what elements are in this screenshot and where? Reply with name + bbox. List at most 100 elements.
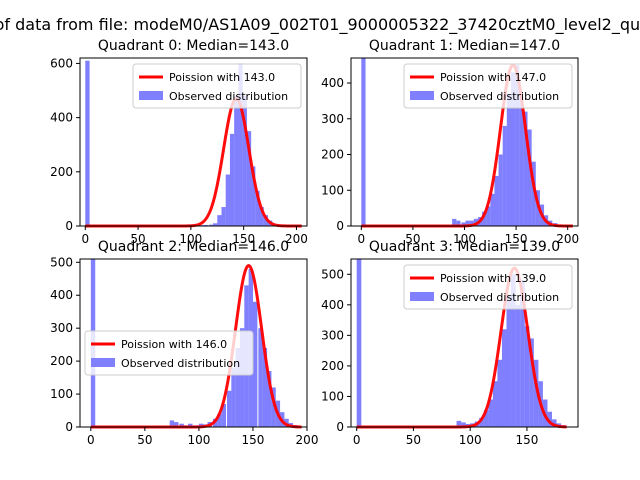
- histogram-bar: [461, 422, 466, 427]
- quadrant-2-axes: Quadrant 2: Median=146.0 0 50 100 150 200 0 100…: [50, 239, 318, 447]
- x-tick-label: 50: [405, 232, 420, 246]
- x-tick-label: 0: [81, 232, 89, 246]
- x-tick-label: 150: [515, 433, 538, 447]
- y-tick-label: 0: [336, 219, 344, 233]
- quadrant-2-title: Quadrant 2: Median=146.0: [98, 239, 289, 255]
- quadrant-2-legend: Poission with 146.0 Observed distribution: [84, 330, 254, 376]
- legend-box: [403, 63, 573, 109]
- axes-container: Quadrant 0: Median=143.0 0 50 100 150 200 0 200…: [50, 38, 579, 447]
- quadrant-0-bars: [85, 60, 291, 227]
- histogram-bar: [515, 304, 521, 427]
- histogram-bar: [225, 174, 231, 226]
- legend-label-poisson: Poission with 143.0: [169, 71, 275, 84]
- y-tick-label: 400: [50, 111, 73, 125]
- histogram-bar: [506, 295, 512, 427]
- y-tick-label: 400: [321, 76, 344, 90]
- y-tick-label: 400: [50, 288, 73, 302]
- histogram-bar: [529, 338, 534, 427]
- y-tick-label: 0: [65, 219, 73, 233]
- histogram-bar: [221, 403, 227, 427]
- y-tick-label: 100: [321, 389, 344, 403]
- legend-bar-swatch: [410, 292, 434, 301]
- y-tick-label: 600: [50, 56, 73, 70]
- histogram-bar: [85, 60, 90, 227]
- histogram-bar: [174, 422, 179, 427]
- histogram-bar: [227, 390, 232, 427]
- quadrant-0-frame: [79, 57, 308, 227]
- y-tick-label: 0: [65, 420, 73, 434]
- histogram-bar: [221, 207, 226, 226]
- histogram-bar: [498, 154, 503, 226]
- histogram-bar: [234, 95, 239, 226]
- x-tick-label: 50: [130, 232, 145, 246]
- histogram-bar: [258, 328, 263, 427]
- histogram-bar: [479, 417, 484, 427]
- histogram-bar: [511, 274, 516, 427]
- histogram-bar: [531, 161, 536, 226]
- histogram-bar: [252, 301, 258, 427]
- y-tick-label: 500: [321, 267, 344, 281]
- histogram-bar: [551, 419, 557, 427]
- x-tick-label: 200: [285, 232, 308, 246]
- histogram-bar: [452, 218, 457, 226]
- legend-label-poisson: Poission with 147.0: [440, 71, 546, 84]
- y-tick-label: 100: [50, 387, 73, 401]
- x-tick-label: 50: [137, 433, 152, 447]
- histogram-bar: [259, 207, 264, 226]
- histogram-bar: [490, 193, 495, 226]
- histogram-bar: [179, 423, 184, 427]
- histogram-bar: [246, 131, 252, 226]
- histogram-bar: [506, 93, 512, 227]
- legend-label-poisson: Poission with 139.0: [440, 272, 546, 285]
- quadrant-1-legend: Poission with 147.0 Observed distribution: [403, 63, 573, 109]
- histogram-bar: [497, 359, 503, 427]
- histogram-bar: [488, 399, 493, 427]
- x-tick-label: 150: [505, 232, 528, 246]
- histogram-bar: [235, 347, 241, 427]
- histogram-bar: [492, 381, 498, 427]
- histogram-bar: [242, 95, 247, 226]
- histogram-bar: [271, 387, 276, 427]
- x-tick-label: 100: [459, 433, 482, 447]
- y-tick-label: 200: [321, 359, 344, 373]
- histogram-bar: [482, 211, 487, 226]
- histogram-bar: [208, 224, 214, 226]
- histogram-bar: [486, 206, 491, 226]
- histogram-bar: [483, 410, 489, 427]
- quadrant-2-frame: [79, 258, 308, 428]
- quadrant-1-axes: Quadrant 1: Median=147.0 0 50 100 150 200 0 100…: [321, 38, 579, 246]
- x-tick-label: 0: [87, 433, 95, 447]
- histogram-bar: [523, 111, 528, 226]
- quadrant-0-title: Quadrant 0: Median=143.0: [98, 38, 289, 54]
- histogram-bar: [229, 133, 235, 226]
- y-tick-label: 300: [321, 328, 344, 342]
- legend-bar-swatch: [410, 91, 434, 100]
- histogram-bar: [263, 215, 269, 226]
- y-tick-label: 400: [321, 298, 344, 312]
- histogram-bar: [456, 420, 462, 427]
- histogram-bar: [262, 347, 268, 427]
- histogram-bar: [502, 125, 507, 226]
- histogram-bar: [469, 220, 474, 226]
- legend-label-observed: Observed distribution: [169, 90, 288, 103]
- histogram-bar: [465, 220, 470, 226]
- legend-label-poisson: Poission with 146.0: [121, 338, 227, 351]
- x-tick-label: 100: [179, 232, 202, 246]
- histogram-bar: [519, 97, 524, 226]
- histogram-bar: [267, 371, 272, 427]
- histogram-bar: [239, 328, 245, 427]
- histogram-bar: [524, 326, 530, 427]
- histogram-bar: [494, 175, 499, 226]
- histogram-bar: [356, 259, 362, 427]
- legend-label-observed: Observed distribution: [440, 291, 559, 304]
- quadrant-0-axes: Quadrant 0: Median=143.0 0 50 100 150 200 0 200…: [50, 38, 308, 246]
- histogram-bar: [213, 223, 218, 226]
- y-tick-label: 100: [321, 183, 344, 197]
- histogram-bar: [527, 129, 532, 226]
- histogram-bar: [231, 367, 236, 427]
- histogram-bar: [203, 224, 208, 226]
- histogram-bar: [547, 411, 553, 427]
- x-tick-label: 0: [357, 232, 365, 246]
- histogram-bar: [238, 63, 243, 226]
- quadrant-3-frame: [350, 258, 579, 428]
